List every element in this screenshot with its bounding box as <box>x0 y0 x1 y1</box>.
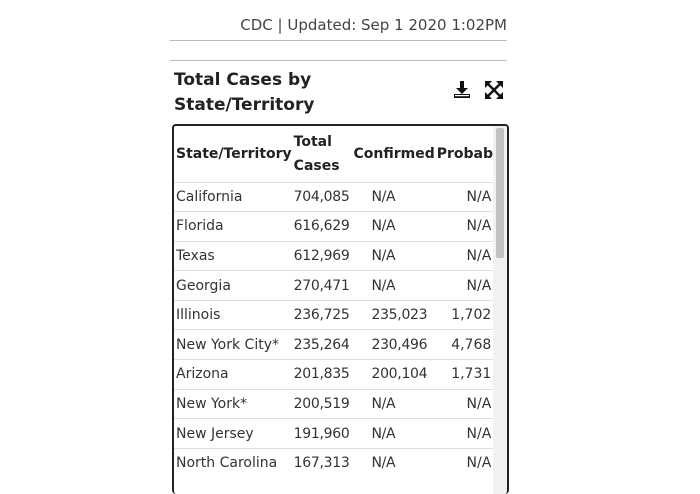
cell-total: 235,264 <box>291 329 352 360</box>
cell-confirmed: N/A <box>351 270 435 301</box>
cell-state: Georgia <box>174 270 292 301</box>
table-header-row: State/Territory Total Cases Confirmed Pr… <box>174 126 507 182</box>
cell-state: Florida <box>174 211 292 242</box>
cell-total: 201,835 <box>291 359 352 390</box>
cell-confirmed: 230,496 <box>351 329 435 360</box>
cell-total: 270,471 <box>291 270 352 301</box>
cell-total: 704,085 <box>291 181 352 212</box>
cell-state: Arizona <box>174 359 292 390</box>
table-row: Georgia 270,471 N/A N/A <box>174 270 507 301</box>
cell-confirmed: N/A <box>351 211 435 242</box>
cell-state: New York City* <box>174 329 292 360</box>
table-row: Illinois 236,725 235,023 1,702 <box>174 299 507 330</box>
cell-confirmed: N/A <box>351 240 435 271</box>
cell-state: California <box>174 181 292 212</box>
column-header-state[interactable]: State/Territory <box>176 145 292 162</box>
table-row: California 704,085 N/A N/A <box>174 181 507 212</box>
cell-confirmed: N/A <box>351 181 435 212</box>
section-divider <box>170 60 507 61</box>
table-scrollbar[interactable] <box>493 126 507 494</box>
table-row: New York City* 235,264 230,496 4,768 <box>174 329 507 360</box>
column-header-total[interactable]: Total Cases <box>293 133 340 174</box>
widget-toolbar <box>452 80 504 104</box>
cell-total: 612,969 <box>291 240 352 271</box>
cell-confirmed: 200,104 <box>351 359 435 390</box>
table-row: Florida 616,629 N/A N/A <box>174 211 507 242</box>
column-header-confirmed[interactable]: Confirmed <box>353 145 435 162</box>
cell-total: 616,629 <box>291 211 352 242</box>
scrollbar-thumb[interactable] <box>496 128 504 258</box>
top-divider <box>170 40 507 41</box>
cell-total: 191,960 <box>291 418 352 449</box>
cases-table: State/Territory Total Cases Confirmed Pr… <box>174 126 507 478</box>
cell-state: Texas <box>174 240 292 271</box>
cell-state: North Carolina <box>174 447 292 478</box>
table-row: New York* 200,519 N/A N/A <box>174 388 507 419</box>
cell-confirmed: N/A <box>351 388 435 419</box>
cell-total: 200,519 <box>291 388 352 419</box>
cases-widget: CDC | Updated: Sep 1 2020 1:02PM Total C… <box>170 0 510 494</box>
source-updated-text: CDC | Updated: Sep 1 2020 1:02PM <box>240 16 507 34</box>
cases-table-container: State/Territory Total Cases Confirmed Pr… <box>172 124 509 494</box>
cell-confirmed: N/A <box>351 418 435 449</box>
cell-total: 167,313 <box>291 447 352 478</box>
cell-confirmed: N/A <box>351 447 435 478</box>
cell-total: 236,725 <box>291 299 352 330</box>
table-row: Arizona 201,835 200,104 1,731 <box>174 359 507 390</box>
cell-state: New York* <box>174 388 292 419</box>
table-row: Texas 612,969 N/A N/A <box>174 240 507 271</box>
column-header-probable[interactable]: Probable <box>436 145 508 162</box>
expand-icon[interactable] <box>484 80 504 100</box>
table-row: North Carolina 167,313 N/A N/A <box>174 447 507 478</box>
cell-state: New Jersey <box>174 418 292 449</box>
cell-state: Illinois <box>174 299 292 330</box>
download-icon[interactable] <box>452 80 472 100</box>
cell-confirmed: 235,023 <box>351 299 435 330</box>
widget-title: Total Cases by State/Territory <box>174 70 315 115</box>
table-row: New Jersey 191,960 N/A N/A <box>174 418 507 449</box>
